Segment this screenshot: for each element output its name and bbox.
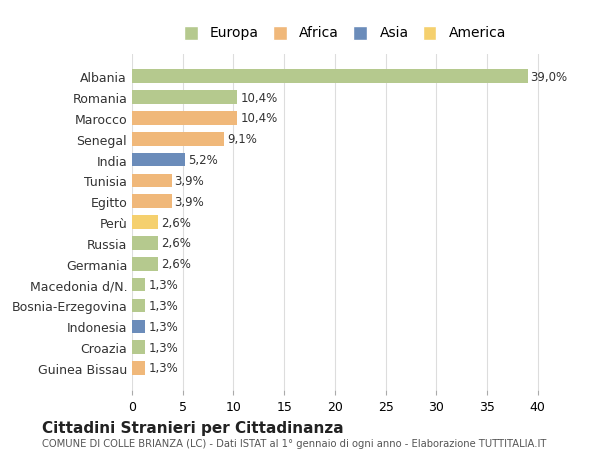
Bar xyxy=(132,237,158,250)
Text: 2,6%: 2,6% xyxy=(161,257,191,271)
Bar xyxy=(132,361,145,375)
Bar xyxy=(132,153,185,167)
Text: 3,9%: 3,9% xyxy=(175,174,205,188)
Text: 5,2%: 5,2% xyxy=(188,154,218,167)
Text: 2,6%: 2,6% xyxy=(161,216,191,229)
Bar xyxy=(132,320,145,333)
Bar xyxy=(132,257,158,271)
Text: 1,3%: 1,3% xyxy=(148,362,178,375)
Text: 39,0%: 39,0% xyxy=(530,71,568,84)
Text: 1,3%: 1,3% xyxy=(148,341,178,354)
Text: 2,6%: 2,6% xyxy=(161,237,191,250)
Legend: Europa, Africa, Asia, America: Europa, Africa, Asia, America xyxy=(178,18,512,46)
Text: 3,9%: 3,9% xyxy=(175,196,205,208)
Text: Cittadini Stranieri per Cittadinanza: Cittadini Stranieri per Cittadinanza xyxy=(42,420,344,435)
Text: 1,3%: 1,3% xyxy=(148,320,178,333)
Bar xyxy=(132,195,172,208)
Text: 9,1%: 9,1% xyxy=(227,133,257,146)
Text: 1,3%: 1,3% xyxy=(148,299,178,312)
Bar xyxy=(132,278,145,292)
Bar xyxy=(132,133,224,146)
Text: COMUNE DI COLLE BRIANZA (LC) - Dati ISTAT al 1° gennaio di ogni anno - Elaborazi: COMUNE DI COLLE BRIANZA (LC) - Dati ISTA… xyxy=(42,438,547,448)
Text: 10,4%: 10,4% xyxy=(241,91,278,104)
Text: 10,4%: 10,4% xyxy=(241,112,278,125)
Bar xyxy=(132,112,238,125)
Bar xyxy=(132,216,158,230)
Bar xyxy=(132,70,527,84)
Text: 1,3%: 1,3% xyxy=(148,279,178,291)
Bar xyxy=(132,91,238,105)
Bar xyxy=(132,341,145,354)
Bar xyxy=(132,299,145,313)
Bar xyxy=(132,174,172,188)
